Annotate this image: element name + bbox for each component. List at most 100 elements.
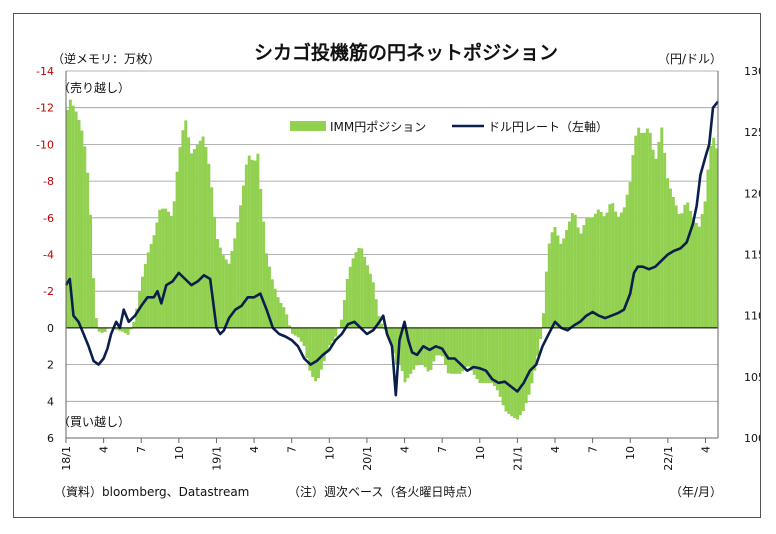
annotation-sell: （売り越し） (58, 80, 130, 95)
position-bar (565, 229, 569, 328)
right-tick-label: 100 (744, 432, 760, 445)
position-bar (198, 140, 202, 328)
position-bar (94, 318, 98, 328)
position-bar (296, 327, 300, 338)
position-bar (115, 327, 118, 330)
position-bar (455, 327, 459, 374)
position-bar (637, 127, 641, 328)
position-bar (149, 243, 153, 328)
position-bar (172, 201, 176, 328)
position-bar (634, 135, 638, 328)
position-bar (89, 214, 93, 328)
x-tick-label: 21/1 (511, 446, 524, 471)
x-tick-label: 20/1 (361, 446, 374, 471)
position-bar (213, 216, 217, 328)
position-bar (253, 160, 257, 328)
position-bar (501, 327, 505, 406)
position-bar (412, 327, 416, 370)
position-bar (648, 132, 652, 328)
position-bar (233, 238, 237, 328)
position-bar (689, 210, 693, 328)
right-tick-label: 115 (744, 249, 760, 262)
position-bar (700, 214, 704, 328)
position-bar (250, 159, 254, 328)
x-tick-label: 18/1 (60, 446, 73, 471)
position-bar (640, 132, 644, 328)
right-tick-label: 130 (744, 65, 760, 78)
position-bar (478, 327, 482, 383)
chart-title: シカゴ投機筋の円ネットポジション (254, 41, 558, 64)
position-bar (265, 253, 269, 328)
left-unit-label: （逆メモリ：万枚） (52, 51, 160, 66)
position-bar (605, 212, 609, 328)
position-bar (475, 327, 479, 380)
position-bar (146, 252, 150, 328)
position-bar (472, 327, 476, 375)
position-bar (611, 203, 615, 328)
position-bar (184, 120, 188, 328)
position-bar (438, 327, 442, 356)
position-bar (175, 171, 179, 328)
position-bar (239, 205, 243, 328)
position-bar (270, 279, 274, 328)
position-bar (161, 208, 165, 328)
position-bar (481, 327, 485, 383)
position-bar (683, 204, 687, 328)
position-bar (230, 251, 234, 328)
position-bar (602, 216, 606, 328)
position-bar (539, 327, 543, 339)
position-bar (363, 256, 367, 328)
position-bar (585, 217, 589, 328)
position-bar (368, 273, 372, 328)
position-bar (576, 227, 580, 328)
position-bar (366, 265, 369, 328)
x-tick-label: 7 (436, 446, 449, 453)
x-tick-label: 7 (286, 446, 299, 453)
position-bar (660, 127, 664, 328)
position-bar (97, 327, 101, 332)
position-bar (273, 288, 277, 328)
position-bar (712, 137, 716, 328)
position-bar (674, 205, 678, 328)
position-bar (342, 300, 346, 328)
left-tick-label: 4 (47, 395, 54, 408)
position-bar (619, 212, 623, 328)
right-tick-label: 110 (744, 310, 760, 323)
position-bar (446, 327, 450, 374)
position-bar (241, 185, 245, 328)
position-bar (132, 321, 136, 328)
position-bar (201, 136, 205, 328)
position-bar (77, 120, 81, 328)
position-bar (282, 307, 286, 328)
position-bar (117, 327, 121, 331)
position-bar (66, 109, 69, 328)
x-tick-label: 4 (549, 446, 562, 453)
position-bar (441, 327, 444, 357)
position-bar (158, 209, 162, 328)
position-bar (593, 213, 597, 328)
position-bar (210, 187, 214, 328)
position-bar (345, 278, 349, 328)
x-tick-label: 10 (323, 446, 336, 460)
position-bar (293, 327, 297, 336)
chart-frame: -14 -12 -10 -8 -6 -4 -2 0 2 4 6 130 125 120 115 110 105… (13, 13, 765, 518)
position-bar (308, 327, 312, 371)
position-bar (155, 222, 159, 328)
position-bar (521, 327, 525, 412)
position-bar (129, 327, 133, 330)
position-bar (490, 327, 494, 383)
position-bar (135, 308, 139, 328)
left-axis-tick-labels: -14 -12 -10 -8 -6 -4 -2 0 2 4 6 (36, 65, 54, 445)
position-bar (487, 327, 491, 383)
position-bar (123, 327, 127, 334)
position-bar (319, 327, 323, 370)
position-bar (207, 163, 211, 328)
position-bar (354, 252, 358, 328)
right-unit-label: （円/ドル） (658, 52, 722, 66)
annotation-buy: （買い越し） (58, 415, 130, 429)
position-bar (516, 327, 520, 420)
position-bar (533, 327, 537, 371)
position-bar (663, 152, 667, 328)
position-bar (542, 313, 545, 328)
position-bar (504, 327, 508, 412)
